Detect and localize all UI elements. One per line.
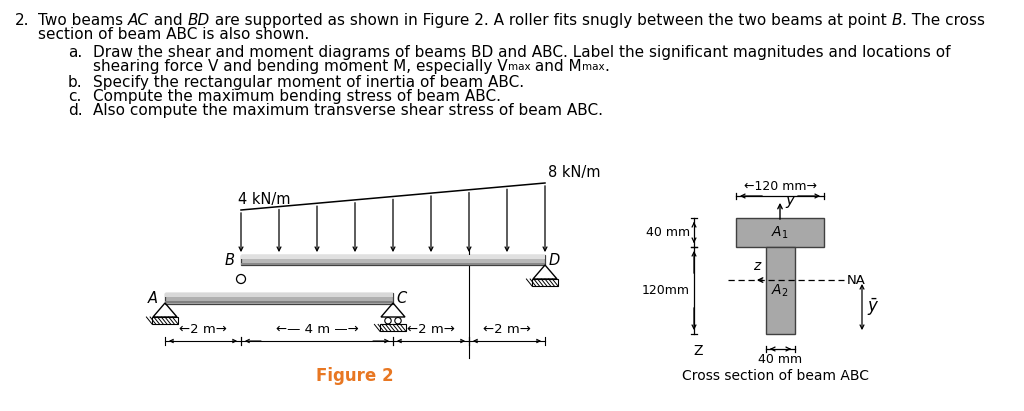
- Text: Also compute the maximum transverse shear stress of beam ABC.: Also compute the maximum transverse shea…: [93, 103, 603, 118]
- Bar: [165, 301, 393, 303]
- Text: . The cross: . The cross: [902, 13, 985, 28]
- Text: and M: and M: [530, 59, 582, 74]
- Text: D: D: [549, 252, 560, 268]
- Text: .: .: [604, 59, 609, 74]
- Text: and: and: [150, 13, 187, 28]
- Text: 2.: 2.: [15, 13, 30, 28]
- Text: ←120 mm→: ←120 mm→: [743, 180, 816, 193]
- Text: are supported as shown in Figure 2. A roller fits snugly between the two beams a: are supported as shown in Figure 2. A ro…: [210, 13, 891, 28]
- Text: 8 kN/m: 8 kN/m: [548, 165, 600, 180]
- Text: ←2 m→: ←2 m→: [408, 323, 455, 336]
- Text: 120mm: 120mm: [642, 284, 690, 297]
- Text: $A_1$: $A_1$: [771, 224, 788, 241]
- Text: max: max: [508, 62, 530, 72]
- Bar: [165, 293, 393, 304]
- Text: A: A: [148, 291, 158, 306]
- Bar: [165, 293, 393, 297]
- Text: $A_2$: $A_2$: [771, 282, 788, 299]
- Text: NA: NA: [847, 274, 866, 286]
- Text: BD: BD: [187, 13, 210, 28]
- Bar: [241, 263, 545, 265]
- Text: Compute the maximum bending stress of beam ABC.: Compute the maximum bending stress of be…: [93, 89, 501, 104]
- Bar: [766, 247, 795, 334]
- Text: Draw the shear and moment diagrams of beams BD and ABC. Label the significant ma: Draw the shear and moment diagrams of be…: [93, 45, 950, 60]
- Text: 40 mm: 40 mm: [758, 353, 802, 366]
- Text: $\bar{y}$: $\bar{y}$: [867, 296, 880, 318]
- Text: c.: c.: [68, 89, 81, 104]
- Text: B: B: [225, 252, 234, 268]
- Text: ←2 m→: ←2 m→: [483, 323, 530, 336]
- Text: B: B: [891, 13, 902, 28]
- Bar: [380, 324, 406, 331]
- Bar: [532, 279, 558, 286]
- Text: C: C: [396, 291, 407, 306]
- Text: max: max: [582, 62, 604, 72]
- Bar: [152, 317, 178, 324]
- Bar: [736, 218, 824, 247]
- Text: 40 mm: 40 mm: [646, 226, 690, 239]
- Text: Cross section of beam ABC: Cross section of beam ABC: [682, 369, 868, 383]
- Text: and M: and M: [530, 59, 582, 74]
- Text: Z: Z: [693, 344, 702, 358]
- Bar: [241, 255, 545, 265]
- Text: Figure 2: Figure 2: [316, 367, 394, 385]
- Text: b.: b.: [68, 75, 83, 90]
- Text: $y$: $y$: [785, 194, 797, 210]
- Text: d.: d.: [68, 103, 83, 118]
- Text: ←2 m→: ←2 m→: [179, 323, 227, 336]
- Text: $z$: $z$: [754, 259, 763, 273]
- Text: ←— 4 m —→: ←— 4 m —→: [275, 323, 358, 336]
- Text: max: max: [508, 62, 530, 72]
- Text: Specify the rectangular moment of inertia of beam ABC.: Specify the rectangular moment of inerti…: [93, 75, 524, 90]
- Text: max: max: [582, 62, 604, 72]
- Text: section of beam ABC is also shown.: section of beam ABC is also shown.: [38, 27, 309, 42]
- Text: AC: AC: [128, 13, 150, 28]
- Text: a.: a.: [68, 45, 82, 60]
- Bar: [241, 255, 545, 259]
- Text: 4 kN/m: 4 kN/m: [238, 192, 291, 207]
- Text: shearing force V and bending moment M, especially V: shearing force V and bending moment M, e…: [93, 59, 508, 74]
- Text: Two beams: Two beams: [38, 13, 128, 28]
- Text: shearing force V and bending moment M, especially V: shearing force V and bending moment M, e…: [93, 59, 508, 74]
